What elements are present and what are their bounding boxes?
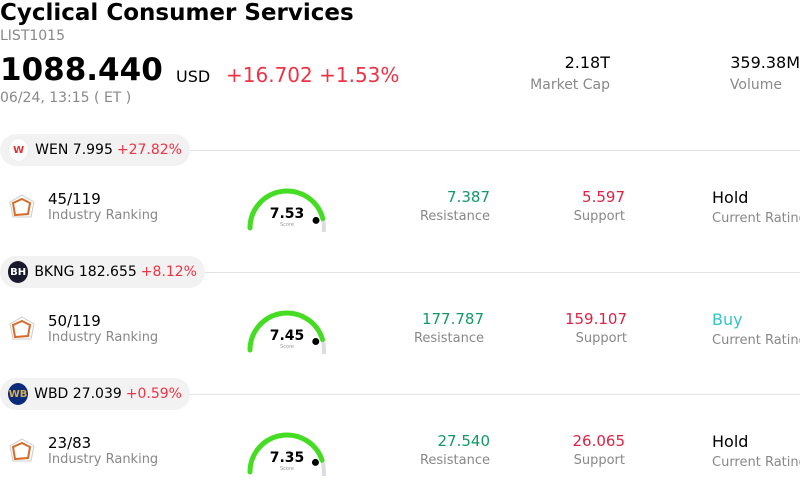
score-gauge: 7.53 Score bbox=[247, 188, 326, 232]
support-value: 26.065 bbox=[572, 432, 626, 450]
score-value: 7.45 bbox=[270, 328, 305, 344]
price-change-value: +16.702 bbox=[226, 63, 313, 87]
page-title: Cyclical Consumer Services bbox=[0, 0, 354, 26]
industry-ranking-label: Industry Ranking bbox=[48, 208, 159, 223]
stock-change-pct: +0.59% bbox=[125, 386, 182, 402]
price-change-pct: +1.53% bbox=[319, 63, 400, 87]
section-divider bbox=[190, 150, 800, 151]
resistance-value: 177.787 bbox=[421, 310, 484, 328]
support-value: 159.107 bbox=[564, 310, 627, 328]
index-price: 1088.440 bbox=[0, 52, 163, 88]
stock-ticker-price: WBD 27.039 bbox=[34, 386, 122, 402]
industry-ranking-label: Industry Ranking bbox=[48, 452, 159, 467]
stock-pill[interactable]: W WEN 7.995 +27.82% bbox=[0, 134, 190, 166]
currency-label: USD bbox=[176, 67, 211, 86]
stock-pill[interactable]: WB WBD 27.039 +0.59% bbox=[0, 378, 190, 410]
support-label: Support bbox=[573, 209, 625, 224]
current-rating-label: Current Rating bbox=[712, 211, 800, 226]
current-rating-value: Hold bbox=[712, 188, 749, 207]
section-divider bbox=[205, 272, 800, 273]
index-code: LIST1015 bbox=[0, 28, 65, 44]
industry-ranking-value: 45/119 bbox=[48, 190, 101, 208]
market-cap-value: 2.18T bbox=[564, 53, 610, 72]
stock-change-pct: +8.12% bbox=[140, 264, 197, 280]
resistance-label: Resistance bbox=[419, 453, 490, 468]
company-logo-icon: W bbox=[8, 138, 30, 162]
company-logo-text: WB bbox=[8, 388, 28, 400]
support-label: Support bbox=[575, 331, 627, 346]
ranking-radar-icon bbox=[9, 438, 35, 462]
industry-ranking-value: 50/119 bbox=[48, 312, 101, 330]
resistance-value: 27.540 bbox=[437, 432, 491, 450]
timestamp: 06/24, 13:15 ( ET ) bbox=[0, 90, 132, 106]
resistance-value: 7.387 bbox=[447, 188, 490, 206]
industry-ranking-value: 23/83 bbox=[48, 434, 92, 452]
score-label: Score bbox=[280, 222, 294, 228]
stock-ticker-price: BKNG 182.655 bbox=[34, 264, 137, 280]
stock-pill[interactable]: BH BKNG 182.655 +8.12% bbox=[0, 256, 205, 288]
score-gauge: 7.35 Score bbox=[247, 432, 326, 476]
score-label: Score bbox=[280, 466, 294, 472]
section-divider bbox=[190, 394, 800, 395]
company-logo-icon: WB bbox=[8, 383, 29, 405]
market-cap-label: Market Cap bbox=[530, 77, 610, 93]
price-change: +16.702 +1.53% bbox=[226, 63, 399, 87]
current-rating-value: Hold bbox=[712, 432, 749, 451]
current-rating-label: Current Rating bbox=[712, 455, 800, 470]
volume-value: 359.38M bbox=[730, 53, 800, 72]
score-gauge: 7.45 Score bbox=[247, 310, 326, 354]
company-logo-icon: BH bbox=[8, 261, 29, 283]
industry-ranking-label: Industry Ranking bbox=[48, 330, 159, 345]
company-logo-text: W bbox=[13, 144, 25, 156]
resistance-label: Resistance bbox=[413, 331, 484, 346]
ranking-radar-icon bbox=[9, 316, 35, 340]
stock-change-pct: +27.82% bbox=[116, 142, 182, 158]
score-label: Score bbox=[280, 344, 294, 350]
ranking-radar-icon bbox=[9, 194, 35, 218]
support-label: Support bbox=[573, 453, 625, 468]
score-value: 7.53 bbox=[270, 206, 305, 222]
stock-ticker-price: WEN 7.995 bbox=[35, 142, 113, 158]
score-value: 7.35 bbox=[270, 450, 305, 466]
current-rating-label: Current Rating bbox=[712, 333, 800, 348]
resistance-label: Resistance bbox=[419, 209, 490, 224]
current-rating-value: Buy bbox=[712, 310, 743, 329]
volume-label: Volume bbox=[729, 77, 782, 93]
company-logo-text: BH bbox=[10, 266, 27, 278]
support-value: 5.597 bbox=[582, 188, 625, 206]
